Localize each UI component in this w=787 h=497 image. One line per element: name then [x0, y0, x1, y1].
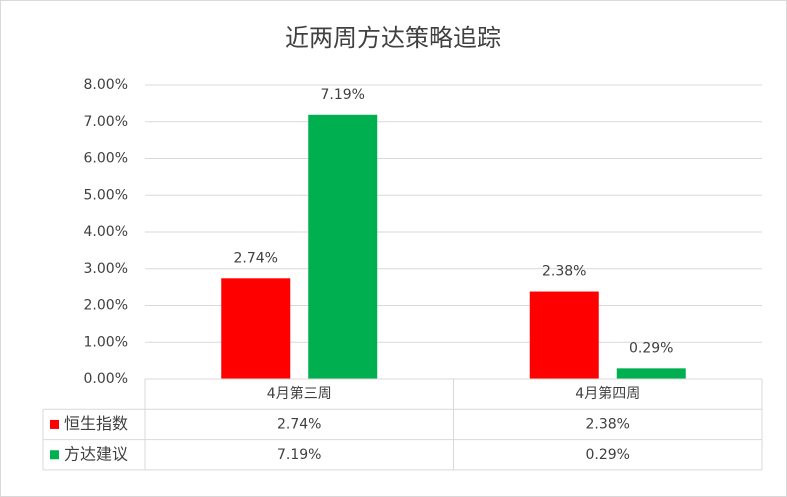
table-cell: 0.29%	[586, 447, 630, 463]
legend-label: 恒生指数	[64, 414, 128, 433]
bar	[529, 291, 599, 379]
y-tick-label: 5.00%	[84, 187, 128, 203]
bar	[308, 114, 378, 379]
y-tick-label: 6.00%	[84, 151, 128, 167]
legend-label: 方达建议	[64, 444, 128, 463]
value-label: 2.74%	[234, 250, 278, 266]
table-cell: 2.38%	[586, 416, 630, 432]
bar	[221, 278, 291, 379]
legend-swatch	[50, 450, 59, 460]
chart-title: 近两周方达策略追踪	[285, 24, 501, 52]
value-label: 0.29%	[629, 340, 673, 356]
y-tick-label: 4.00%	[84, 224, 128, 240]
y-tick-label: 2.00%	[84, 298, 128, 314]
bar	[616, 368, 686, 379]
table-cell: 7.19%	[277, 447, 321, 463]
y-tick-label: 7.00%	[84, 114, 128, 130]
value-label: 2.38%	[542, 264, 586, 280]
table-cell: 2.74%	[277, 416, 321, 432]
x-tick-label: 4月第四周	[575, 385, 640, 402]
legend-swatch	[50, 419, 59, 429]
y-tick-label: 3.00%	[84, 261, 128, 277]
y-tick-label: 1.00%	[84, 334, 128, 350]
x-tick-label: 4月第三周	[267, 385, 332, 402]
y-tick-label: 0.00%	[84, 371, 128, 387]
value-label: 7.19%	[321, 87, 365, 103]
y-tick-label: 8.00%	[84, 77, 128, 93]
